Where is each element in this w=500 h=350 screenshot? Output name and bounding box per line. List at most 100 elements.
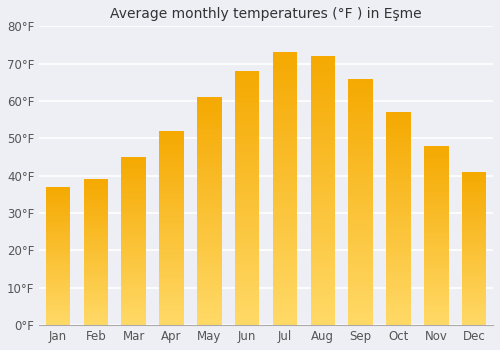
Bar xyxy=(462,272,486,273)
Bar xyxy=(122,321,146,323)
Bar xyxy=(462,317,486,320)
Bar xyxy=(310,127,335,130)
Bar xyxy=(386,120,411,123)
Bar xyxy=(197,288,222,291)
Bar xyxy=(462,220,486,222)
Bar xyxy=(310,197,335,201)
Bar xyxy=(160,158,184,160)
Bar xyxy=(386,126,411,128)
Bar xyxy=(272,237,297,240)
Bar xyxy=(197,123,222,126)
Bar xyxy=(424,298,448,301)
Bar xyxy=(272,86,297,90)
Bar xyxy=(462,228,486,230)
Bar xyxy=(348,301,373,303)
Bar xyxy=(160,257,184,260)
Bar xyxy=(348,143,373,146)
Bar xyxy=(46,323,70,325)
Bar xyxy=(122,166,146,168)
Bar xyxy=(122,264,146,266)
Bar xyxy=(462,176,486,178)
Bar xyxy=(160,194,184,196)
Bar xyxy=(235,173,260,176)
Bar xyxy=(84,187,108,189)
Bar xyxy=(386,195,411,197)
Bar xyxy=(424,173,448,175)
Bar xyxy=(197,268,222,271)
Bar xyxy=(462,247,486,248)
Bar xyxy=(235,87,260,90)
Bar xyxy=(462,285,486,287)
Bar xyxy=(160,214,184,216)
Bar xyxy=(197,223,222,225)
Bar xyxy=(122,178,146,180)
Bar xyxy=(235,106,260,109)
Bar xyxy=(462,189,486,191)
Bar xyxy=(160,167,184,170)
Bar xyxy=(424,186,448,188)
Bar xyxy=(235,186,260,189)
Bar xyxy=(197,126,222,128)
Bar xyxy=(272,178,297,182)
Bar xyxy=(235,198,260,201)
Bar xyxy=(235,128,260,132)
Bar xyxy=(235,125,260,128)
Bar xyxy=(46,312,70,313)
Bar xyxy=(84,180,108,181)
Bar xyxy=(46,289,70,290)
Bar xyxy=(310,66,335,70)
Bar xyxy=(386,187,411,189)
Bar xyxy=(348,183,373,187)
Bar xyxy=(462,243,486,245)
Bar xyxy=(197,265,222,268)
Bar xyxy=(46,290,70,292)
Bar xyxy=(462,187,486,189)
Bar xyxy=(462,203,486,204)
Bar xyxy=(272,117,297,121)
Bar xyxy=(348,251,373,254)
Bar xyxy=(424,155,448,157)
Bar xyxy=(160,133,184,136)
Bar xyxy=(462,222,486,224)
Bar xyxy=(386,293,411,296)
Bar xyxy=(122,189,146,191)
Bar xyxy=(386,200,411,203)
Bar xyxy=(160,260,184,262)
Bar xyxy=(197,274,222,277)
Bar xyxy=(84,281,108,283)
Bar xyxy=(272,148,297,151)
Bar xyxy=(424,307,448,309)
Bar xyxy=(160,206,184,209)
Bar xyxy=(386,253,411,256)
Bar xyxy=(122,289,146,292)
Bar xyxy=(46,227,70,229)
Bar xyxy=(348,162,373,165)
Bar xyxy=(46,225,70,227)
Bar xyxy=(235,84,260,87)
Bar xyxy=(84,218,108,219)
Bar xyxy=(197,160,222,163)
Bar xyxy=(46,235,70,237)
Bar xyxy=(424,188,448,191)
Bar xyxy=(197,208,222,211)
Bar xyxy=(46,196,70,197)
Bar xyxy=(272,76,297,80)
Bar xyxy=(386,285,411,288)
Bar xyxy=(272,230,297,233)
Bar xyxy=(386,235,411,237)
Bar xyxy=(46,242,70,244)
Bar xyxy=(424,222,448,224)
Bar xyxy=(160,255,184,257)
Bar xyxy=(46,301,70,303)
Bar xyxy=(160,223,184,226)
Bar xyxy=(424,191,448,193)
Bar xyxy=(310,167,335,170)
Bar xyxy=(272,52,297,56)
Bar xyxy=(122,277,146,279)
Bar xyxy=(160,153,184,155)
Bar xyxy=(386,323,411,325)
Bar xyxy=(84,247,108,249)
Bar xyxy=(348,82,373,85)
Bar xyxy=(348,245,373,248)
Bar xyxy=(84,245,108,247)
